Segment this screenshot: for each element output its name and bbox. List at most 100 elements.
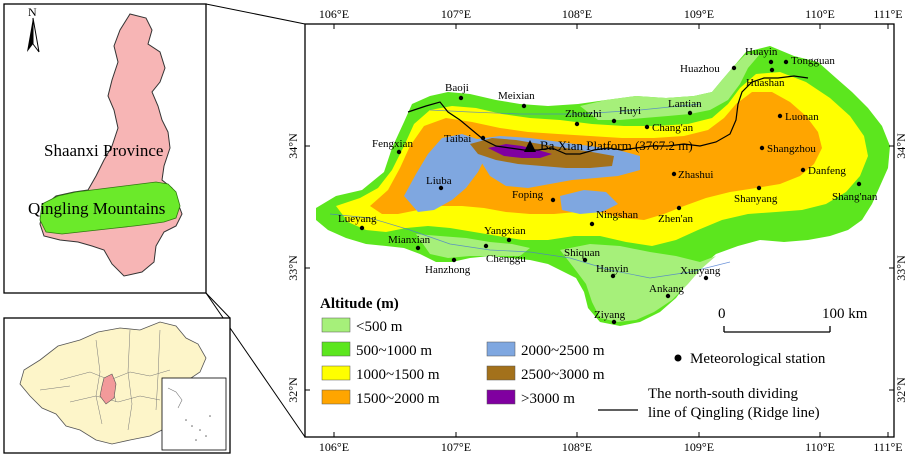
lat-ticks-left: 34°N 33°N 32°N: [286, 133, 310, 403]
station-label: Liuba: [426, 175, 452, 187]
shaanxi-province-label: Shaanxi Province: [44, 141, 163, 160]
station-dot: [483, 243, 489, 249]
station-dot: [611, 319, 617, 325]
legend-swatch: [321, 317, 351, 333]
station-label: Taibai: [444, 133, 471, 145]
station-label: Ankang: [649, 283, 684, 295]
station-label: Huayin: [745, 46, 778, 58]
lon-tick-bottom-label: 106°E: [319, 440, 349, 454]
station-dot: [415, 245, 421, 251]
legend-class-label: 500~1000 m: [356, 343, 432, 359]
lat-tick-right-label: 32°N: [894, 377, 908, 403]
station-dot: [610, 273, 616, 279]
station-label: Chang'an: [652, 122, 694, 134]
ridge-legend-line2: line of Qingling (Ridge line): [648, 405, 820, 421]
legend-swatch: [486, 365, 516, 381]
station-label: Ziyang: [594, 309, 626, 321]
station-label: Hanyin: [596, 263, 629, 275]
zoom-line-top: [205, 3, 306, 25]
station-dot: [574, 121, 580, 127]
station-dot: [480, 135, 486, 141]
qinling-mountains-label: Qingling Mountains: [28, 199, 165, 218]
elevation-below-500-north: [580, 54, 760, 120]
lon-tick-top-label: 106°E: [319, 7, 349, 21]
lat-tick-right-label: 34°N: [894, 133, 908, 159]
qinling-zone-shape: [39, 181, 181, 235]
elevation-2000-2500-west: [404, 134, 486, 212]
lon-ticks-bottom: 106°E 107°E 108°E 109°E 110°E 111°E: [319, 432, 903, 454]
station-dot: [521, 103, 527, 109]
station-label: Lantian: [668, 98, 702, 110]
shaanxi-highlight: [99, 373, 117, 405]
station-label: Yangxian: [484, 225, 526, 237]
legend-title: Altitude (m): [320, 296, 399, 312]
station-label: Hanzhong: [425, 264, 471, 276]
lat-tick-right-label: 33°N: [894, 255, 908, 281]
station-label: Meixian: [498, 90, 535, 102]
legend-class-label: 2000~2500 m: [521, 343, 605, 359]
station-label: Shiquan: [564, 247, 601, 259]
lon-tick-top-label: 111°E: [873, 7, 902, 21]
elevation-2000-2500-south: [560, 190, 618, 214]
legend-swatch: [321, 365, 351, 381]
legend-swatch: [486, 389, 516, 405]
north-label: N: [28, 5, 37, 19]
legend-class-label: 2500~3000 m: [521, 367, 605, 383]
station-dot: [769, 67, 775, 73]
lon-tick-bottom-label: 108°E: [562, 440, 592, 454]
station-dot: [856, 181, 862, 187]
station-legend-label: Meteorological station: [690, 351, 826, 367]
station-layer: Huayin Tongguan Huazhou Huashan Baoji Meixian…: [338, 46, 878, 325]
station-dot: [687, 110, 693, 116]
legend-class-label: >3000 m: [521, 391, 575, 407]
station-dot: [506, 237, 512, 243]
station-legend-symbol: [674, 354, 682, 362]
ridge-line: [407, 75, 809, 155]
zoom-line-inset: [205, 292, 231, 319]
station-dot: [550, 197, 556, 203]
lon-tick-bottom-label: 110°E: [805, 440, 835, 454]
lon-tick-top-label: 110°E: [805, 7, 835, 21]
station-label: Xunyang: [680, 265, 721, 277]
station-label: Luonan: [785, 111, 819, 123]
lon-tick-top-label: 108°E: [562, 7, 592, 21]
station-dot: [768, 59, 774, 65]
elevation-below-500-west: [416, 234, 530, 258]
station-label: Shang'nan: [832, 191, 878, 203]
station-dot: [458, 95, 464, 101]
peak-marker: [524, 140, 536, 152]
station-dot: [582, 257, 588, 263]
lon-tick-bottom-label: 107°E: [441, 440, 471, 454]
station-label: Huashan: [746, 77, 785, 89]
station-label: Baoji: [445, 82, 469, 94]
station-label: Danfeng: [808, 165, 846, 177]
station-label: Chenggu: [486, 253, 526, 265]
legend-class-label: 1000~1500 m: [356, 367, 440, 383]
station-dot: [359, 225, 365, 231]
scale-bar: 0 100 km: [718, 306, 868, 333]
legend-swatch: [321, 389, 351, 405]
station-dot: [611, 118, 617, 124]
station-dot: [759, 145, 765, 151]
station-label: Foping: [512, 189, 544, 201]
station-label: Zhouzhi: [565, 108, 602, 120]
scale-start-label: 0: [718, 306, 726, 322]
station-dot: [396, 149, 402, 155]
elevation-layers: [316, 46, 890, 326]
legend-swatch: [486, 341, 516, 357]
lon-tick-top-label: 107°E: [441, 7, 471, 21]
elevation-below-500-south: [560, 244, 716, 322]
lat-tick-left-label: 33°N: [286, 255, 300, 281]
station-dot: [756, 185, 762, 191]
legend-swatch: [321, 341, 351, 357]
lon-ticks-top: 106°E 107°E 108°E 109°E 110°E 111°E: [319, 7, 903, 29]
station-dot: [438, 185, 444, 191]
lon-tick-top-label: 109°E: [684, 7, 714, 21]
station-dot: [671, 171, 677, 177]
rivers: [329, 103, 731, 279]
station-dot: [703, 275, 709, 281]
lat-tick-left-label: 34°N: [286, 133, 300, 159]
lat-tick-left-label: 32°N: [286, 377, 300, 403]
station-label: Huazhou: [680, 63, 720, 75]
station-dot: [731, 65, 737, 71]
